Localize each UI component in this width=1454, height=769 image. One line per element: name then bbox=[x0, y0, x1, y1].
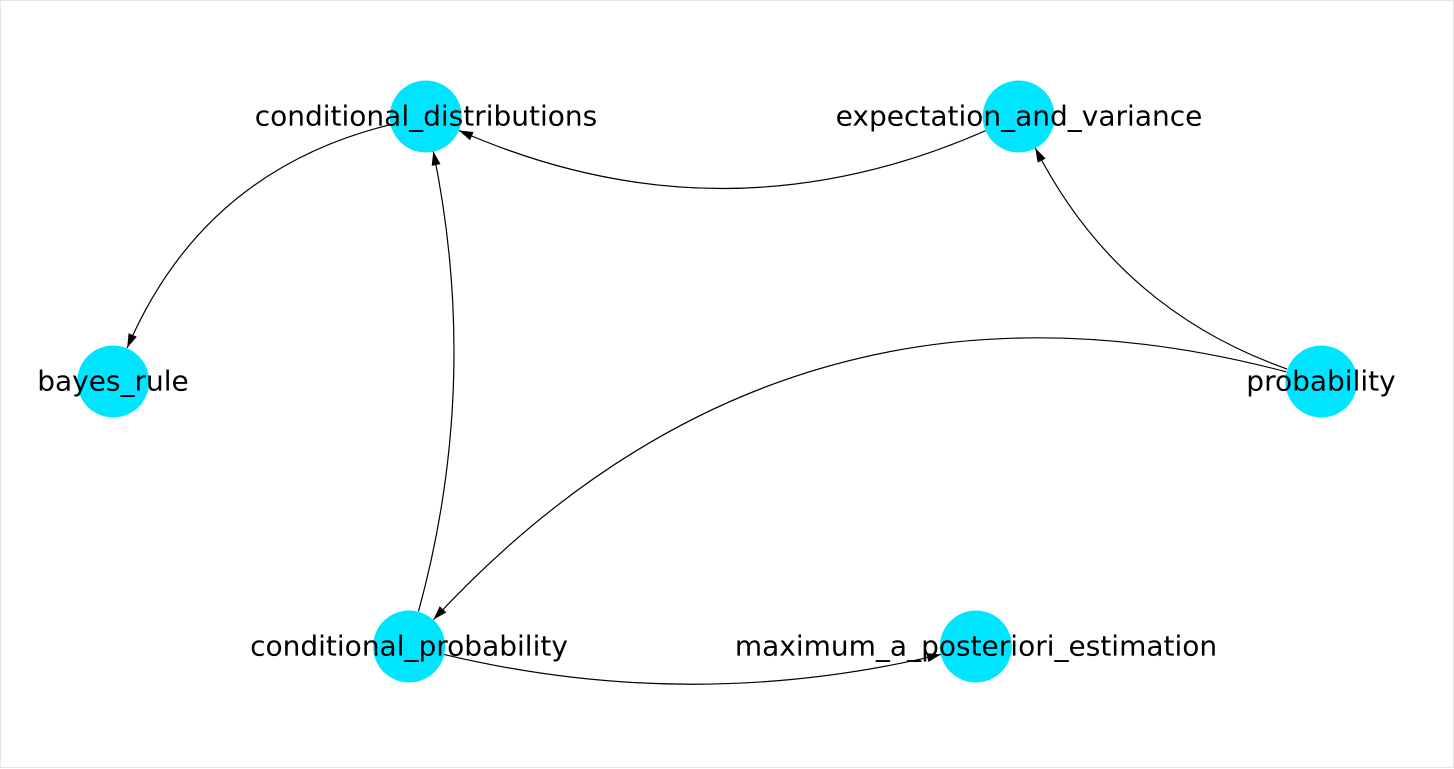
node-label: probability bbox=[1246, 365, 1395, 398]
graph-node: conditional_distributions bbox=[255, 100, 598, 133]
edge bbox=[459, 130, 986, 188]
graph-node: maximum_a_posteriori_estimation bbox=[735, 630, 1217, 663]
edge-layer bbox=[1, 1, 1454, 769]
edge-arrowhead bbox=[433, 606, 446, 619]
edge-arrowhead bbox=[127, 333, 137, 348]
node-label: bayes_rule bbox=[37, 365, 189, 398]
node-label: maximum_a_posteriori_estimation bbox=[735, 630, 1217, 663]
node-label: expectation_and_variance bbox=[836, 100, 1203, 133]
graph-node: probability bbox=[1246, 365, 1395, 398]
edge bbox=[419, 151, 454, 611]
node-label: conditional_probability bbox=[250, 630, 568, 663]
edge-arrowhead bbox=[1035, 148, 1045, 163]
network-graph: conditional_distributions expectation_and… bbox=[0, 0, 1454, 768]
graph-node: conditional_probability bbox=[250, 630, 568, 663]
edge bbox=[127, 125, 391, 348]
edge-arrowhead bbox=[432, 151, 441, 166]
graph-node: bayes_rule bbox=[37, 365, 189, 398]
node-label: conditional_distributions bbox=[255, 100, 598, 133]
edge bbox=[433, 338, 1286, 620]
edge bbox=[1035, 148, 1287, 369]
graph-node: expectation_and_variance bbox=[836, 100, 1203, 133]
